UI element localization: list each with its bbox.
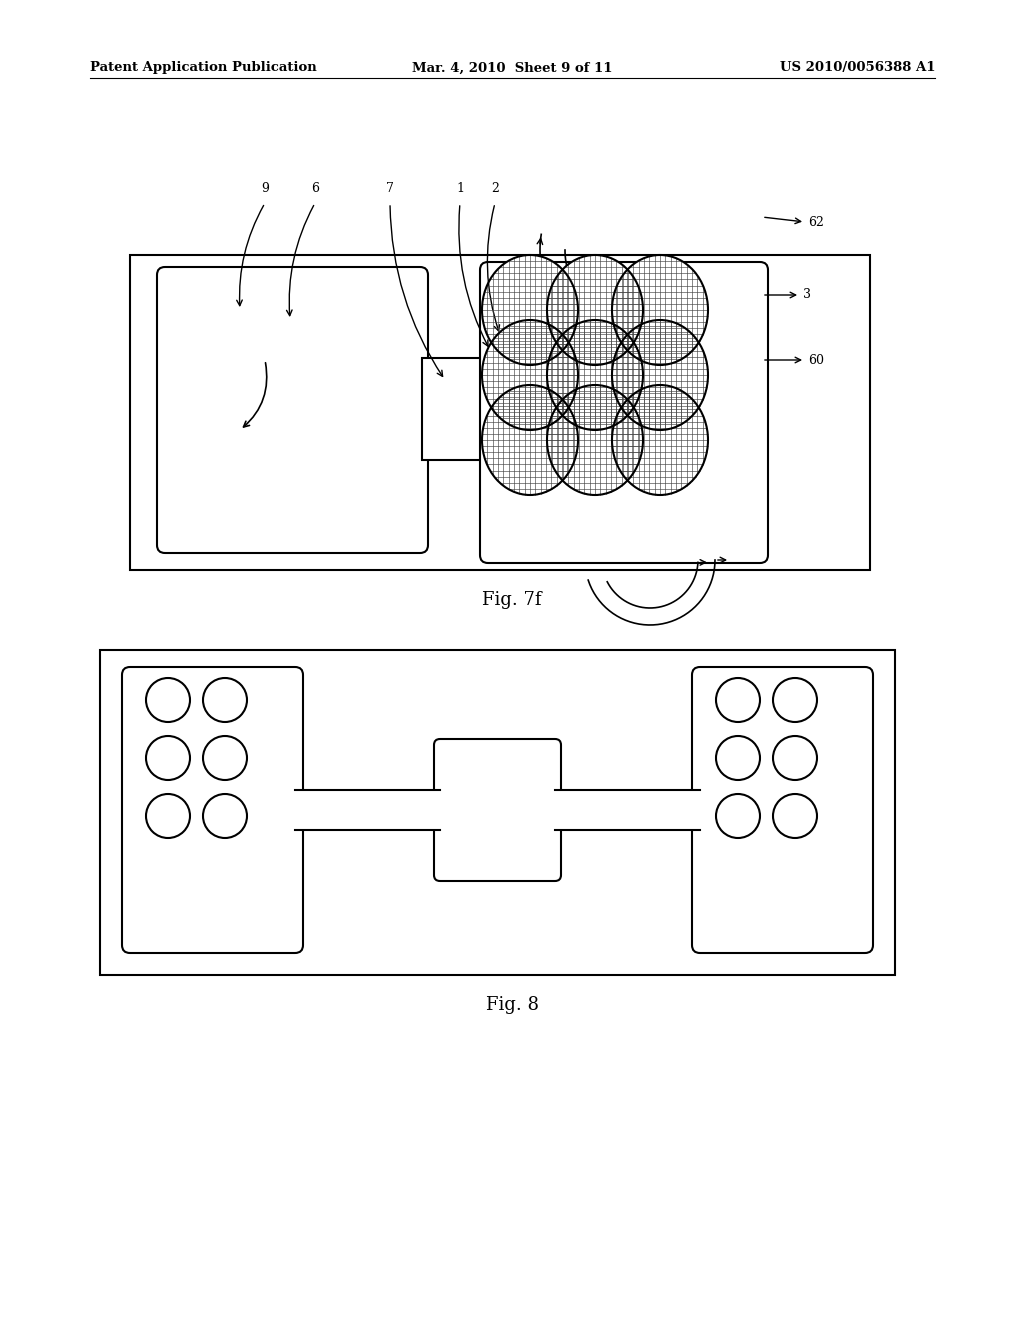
Circle shape xyxy=(146,795,190,838)
Ellipse shape xyxy=(547,255,643,366)
Bar xyxy=(100,649,895,975)
Circle shape xyxy=(716,678,760,722)
FancyBboxPatch shape xyxy=(157,267,428,553)
Circle shape xyxy=(146,678,190,722)
Ellipse shape xyxy=(612,319,708,430)
Circle shape xyxy=(716,737,760,780)
Text: 6: 6 xyxy=(311,182,319,195)
Ellipse shape xyxy=(547,319,643,430)
Text: 2: 2 xyxy=(492,182,499,195)
Bar xyxy=(295,789,440,830)
Bar xyxy=(422,358,488,459)
FancyBboxPatch shape xyxy=(434,739,561,880)
Circle shape xyxy=(716,795,760,838)
Text: 62: 62 xyxy=(808,215,824,228)
Circle shape xyxy=(146,737,190,780)
Ellipse shape xyxy=(612,385,708,495)
Text: Fig. 8: Fig. 8 xyxy=(485,997,539,1014)
Ellipse shape xyxy=(547,385,643,495)
Ellipse shape xyxy=(482,385,578,495)
Text: Fig. 7f: Fig. 7f xyxy=(482,591,542,609)
Text: 60: 60 xyxy=(808,354,824,367)
Circle shape xyxy=(203,795,247,838)
Ellipse shape xyxy=(482,319,578,430)
Circle shape xyxy=(773,678,817,722)
FancyBboxPatch shape xyxy=(480,261,768,564)
Bar xyxy=(555,789,700,830)
Text: 3: 3 xyxy=(803,289,811,301)
Text: Mar. 4, 2010  Sheet 9 of 11: Mar. 4, 2010 Sheet 9 of 11 xyxy=(412,62,612,74)
Text: 9: 9 xyxy=(261,182,269,195)
Circle shape xyxy=(773,795,817,838)
Ellipse shape xyxy=(482,255,578,366)
Circle shape xyxy=(203,678,247,722)
FancyBboxPatch shape xyxy=(122,667,303,953)
Text: US 2010/0056388 A1: US 2010/0056388 A1 xyxy=(779,62,935,74)
Text: Patent Application Publication: Patent Application Publication xyxy=(90,62,316,74)
Circle shape xyxy=(773,737,817,780)
Text: 1: 1 xyxy=(456,182,464,195)
FancyBboxPatch shape xyxy=(692,667,873,953)
Circle shape xyxy=(203,737,247,780)
Bar xyxy=(130,255,870,570)
Text: 7: 7 xyxy=(386,182,394,195)
Ellipse shape xyxy=(612,255,708,366)
